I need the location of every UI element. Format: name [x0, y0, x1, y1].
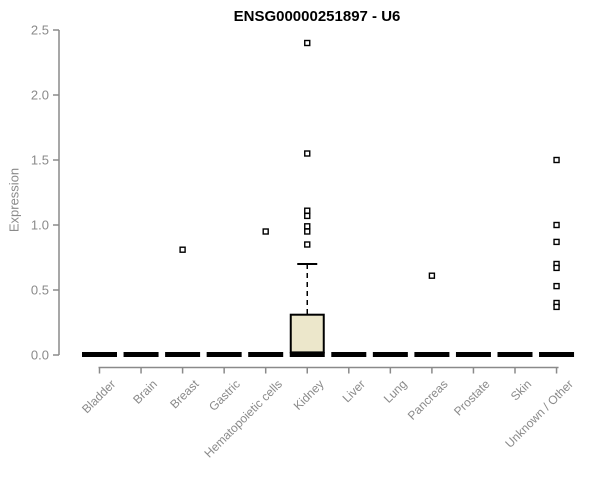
median-bar [414, 352, 450, 357]
median-bar [248, 352, 284, 357]
y-tick-label: 1.5 [31, 153, 49, 168]
outlier-point [553, 238, 560, 246]
chart-title: ENSG00000251897 - U6 [233, 8, 401, 25]
outlier-point [553, 264, 560, 272]
median-bar [331, 352, 367, 357]
median-bar [539, 352, 575, 357]
median-bar [497, 352, 533, 357]
outlier-point [553, 156, 560, 164]
y-tick-label: 2.0 [31, 88, 49, 103]
outlier-point [262, 228, 269, 235]
outlier-point [304, 39, 311, 47]
outlier-point [304, 150, 311, 157]
outlier-point [553, 303, 560, 311]
y-tick-label: 1.0 [31, 218, 49, 233]
outlier-point [304, 223, 311, 230]
outlier-point [179, 246, 186, 253]
median-bar [206, 352, 242, 357]
outlier-point [304, 241, 311, 248]
y-tick-label: 2.5 [31, 23, 49, 38]
outlier-point [553, 282, 560, 290]
outlier-point [428, 272, 436, 279]
box-iqr [289, 313, 325, 354]
y-tick-label: 0.5 [31, 283, 49, 298]
y-tick-label: 0.0 [31, 348, 49, 363]
median-bar [82, 352, 117, 357]
median-bar [455, 352, 491, 357]
median-bar [289, 352, 325, 357]
outlier-point [304, 228, 311, 235]
median-bar [123, 352, 159, 357]
outlier-point [304, 212, 311, 220]
outlier-point [304, 207, 311, 214]
median-bar [372, 352, 408, 357]
median-bar [165, 352, 201, 357]
outlier-point [553, 221, 560, 229]
